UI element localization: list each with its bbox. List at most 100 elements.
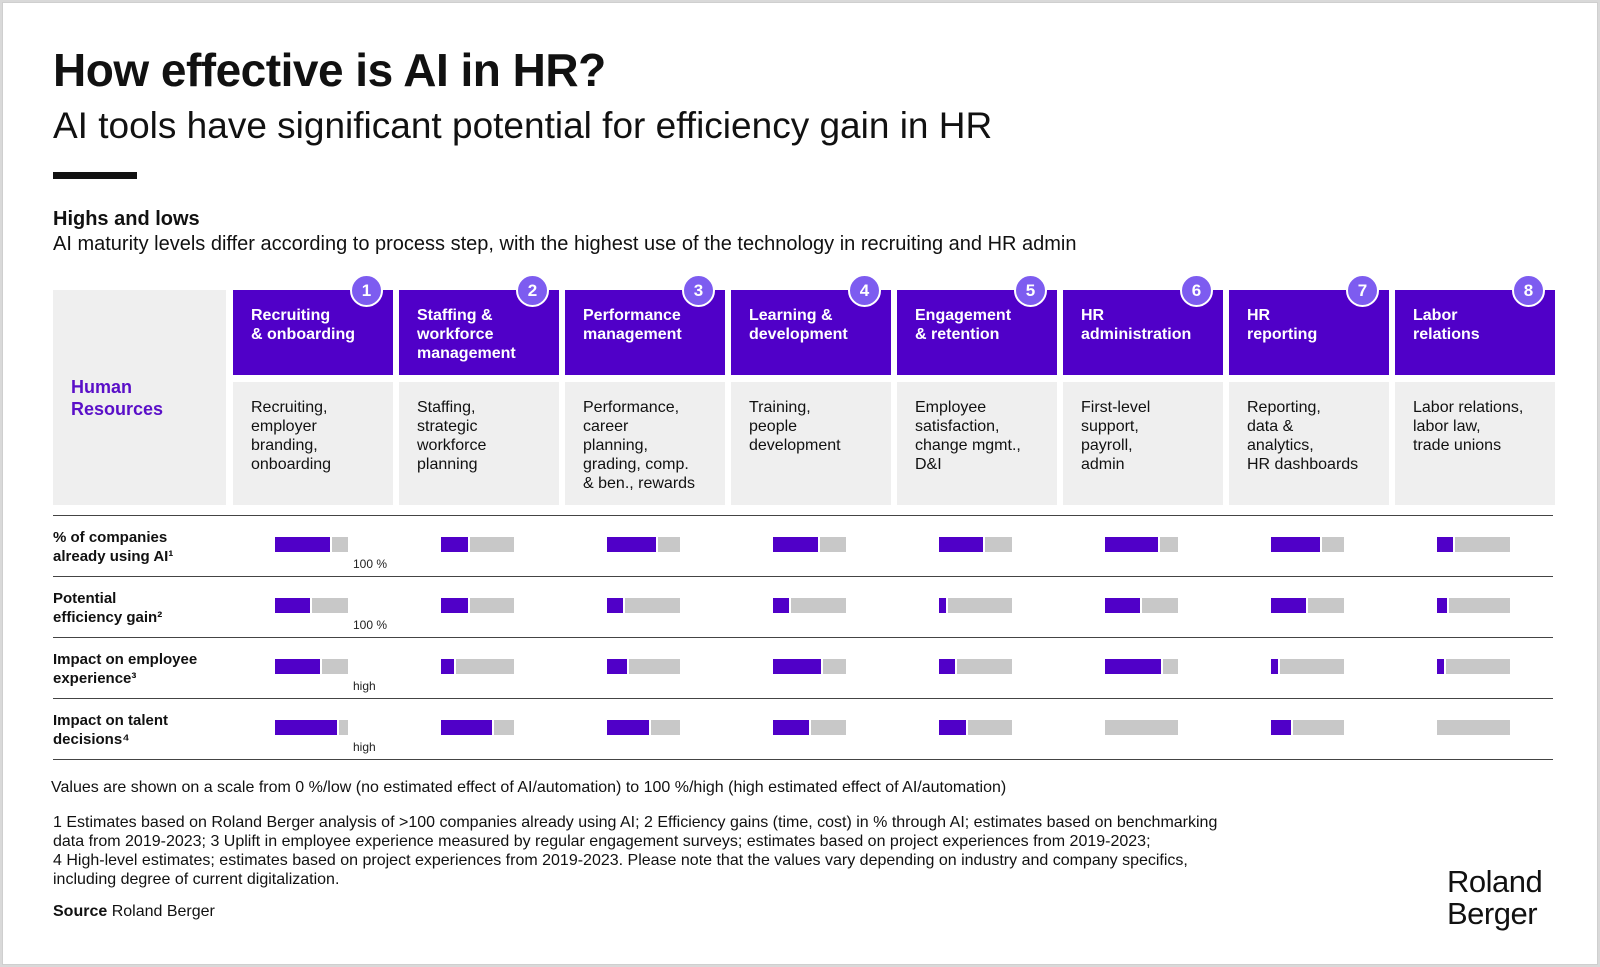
value-bar-track	[773, 598, 846, 613]
row-divider	[53, 576, 1553, 577]
value-bar-track	[939, 659, 1012, 674]
value-bar-track	[275, 720, 348, 735]
footnote-line: data from 2019-2023; 3 Uplift in employe…	[53, 833, 1151, 850]
value-bar-track	[939, 537, 1012, 552]
page-subtitle: AI tools have significant potential for …	[53, 105, 993, 146]
page-title: How effective is AI in HR?	[53, 44, 606, 96]
value-bar-fill	[1437, 537, 1455, 552]
value-bar-fill	[1271, 537, 1322, 552]
value-bar-fill	[773, 598, 791, 613]
scale-note: Values are shown on a scale from 0 %/low…	[51, 779, 1007, 796]
source-value: Roland Berger	[111, 903, 215, 920]
value-bar-track	[1437, 659, 1510, 674]
value-bar-track	[441, 659, 514, 674]
section-subheading: AI maturity levels differ according to p…	[53, 233, 1077, 255]
step-number-badge: 6	[1180, 274, 1213, 307]
step-number-badge: 4	[848, 274, 881, 307]
value-bar-fill	[1105, 537, 1160, 552]
scale-end-label: high	[353, 679, 376, 693]
row-group-label: Human Resources	[71, 377, 164, 419]
section-heading: Highs and lows	[53, 208, 200, 230]
process-description: Recruiting, employer branding, onboardin…	[233, 382, 393, 505]
row-divider	[53, 698, 1553, 699]
metric-label: Potential efficiency gain²	[53, 590, 163, 626]
step-number-badge: 5	[1014, 274, 1047, 307]
value-bar-fill	[275, 598, 312, 613]
value-bar-fill	[607, 720, 651, 735]
metric-label: Impact on talent decisions⁴	[53, 712, 169, 748]
value-bar-track	[275, 537, 348, 552]
value-bar-fill	[939, 659, 957, 674]
value-bar-track	[607, 720, 680, 735]
value-bar-fill	[441, 537, 470, 552]
value-bar-track	[939, 720, 1012, 735]
title-rule	[53, 172, 137, 179]
scale-end-label: 100 %	[353, 557, 388, 571]
value-bar-track	[1437, 537, 1510, 552]
step-number-badge: 3	[682, 274, 715, 307]
process-header: HR reporting 7	[1229, 274, 1389, 375]
process-header: HR administration 6	[1063, 274, 1223, 375]
value-bar-fill	[1271, 659, 1280, 674]
value-bar-track	[1105, 659, 1178, 674]
value-bar-track	[275, 598, 348, 613]
row-divider	[53, 759, 1553, 760]
value-bar-fill	[1105, 598, 1142, 613]
row-divider	[53, 515, 1553, 516]
value-bar-fill	[441, 659, 456, 674]
process-description: Labor relations, labor law, trade unions	[1395, 382, 1555, 505]
value-bar-fill	[607, 659, 629, 674]
value-bar-fill	[939, 720, 968, 735]
footnote-line: 1 Estimates based on Roland Berger analy…	[53, 814, 1218, 831]
value-bar-track	[1271, 659, 1344, 674]
value-bar-track	[773, 537, 846, 552]
process-description: Employee satisfaction, change mgmt., D&I	[897, 382, 1057, 505]
process-description: First-level support, payroll, admin	[1063, 382, 1223, 505]
process-header: Recruiting & onboarding 1	[233, 274, 393, 375]
value-bar-fill	[939, 537, 985, 552]
value-bar-fill	[1271, 720, 1293, 735]
row-group-panel: Human Resources	[53, 290, 226, 505]
step-number-badge: 1	[350, 274, 383, 307]
metric-label: % of companies already using AI¹	[53, 529, 174, 565]
value-bar-fill	[441, 720, 494, 735]
value-bar-track	[1271, 598, 1344, 613]
value-bar-track	[1271, 720, 1344, 735]
value-bar-track	[1437, 720, 1510, 735]
value-bar-track	[1105, 598, 1178, 613]
value-bar-track	[1105, 720, 1178, 735]
value-bar-fill	[939, 598, 948, 613]
value-bar-track	[1437, 598, 1510, 613]
process-description: Performance, career planning, grading, c…	[565, 382, 725, 505]
value-bar-track	[441, 720, 514, 735]
process-header: Learning & development 4	[731, 274, 891, 375]
process-header: Staffing & workforce management 2	[399, 274, 559, 375]
value-bar-fill	[1437, 659, 1446, 674]
value-bar-fill	[607, 537, 658, 552]
process-description: Staffing, strategic workforce planning	[399, 382, 559, 505]
metric-label: Impact on employee experience³	[53, 651, 198, 687]
process-header: Labor relations 8	[1395, 274, 1555, 375]
process-description: Training, people development	[731, 382, 891, 505]
value-bar-track	[939, 598, 1012, 613]
value-bar-fill	[1105, 659, 1163, 674]
value-bar-track	[773, 720, 846, 735]
value-bar-track	[773, 659, 846, 674]
footnote-line: 4 High-level estimates; estimates based …	[53, 852, 1188, 869]
roland-berger-logo: Roland Berger	[1447, 864, 1543, 931]
process-header: Performance management 3	[565, 274, 725, 375]
process-header: Engagement & retention 5	[897, 274, 1057, 375]
value-bar-track	[441, 598, 514, 613]
value-bar-track	[441, 537, 514, 552]
scale-end-label: 100 %	[353, 618, 388, 632]
value-bar-fill	[773, 720, 811, 735]
footnote-line: including degree of current digitalizati…	[53, 871, 340, 888]
value-bar-fill	[1437, 598, 1449, 613]
process-description: Reporting, data & analytics, HR dashboar…	[1229, 382, 1389, 505]
source-line: Source Roland Berger	[53, 903, 215, 921]
value-bar-track	[607, 537, 680, 552]
source-label: Source	[53, 903, 108, 920]
value-bar-track	[607, 598, 680, 613]
value-bar-track	[1271, 537, 1344, 552]
value-bar-fill	[1271, 598, 1308, 613]
